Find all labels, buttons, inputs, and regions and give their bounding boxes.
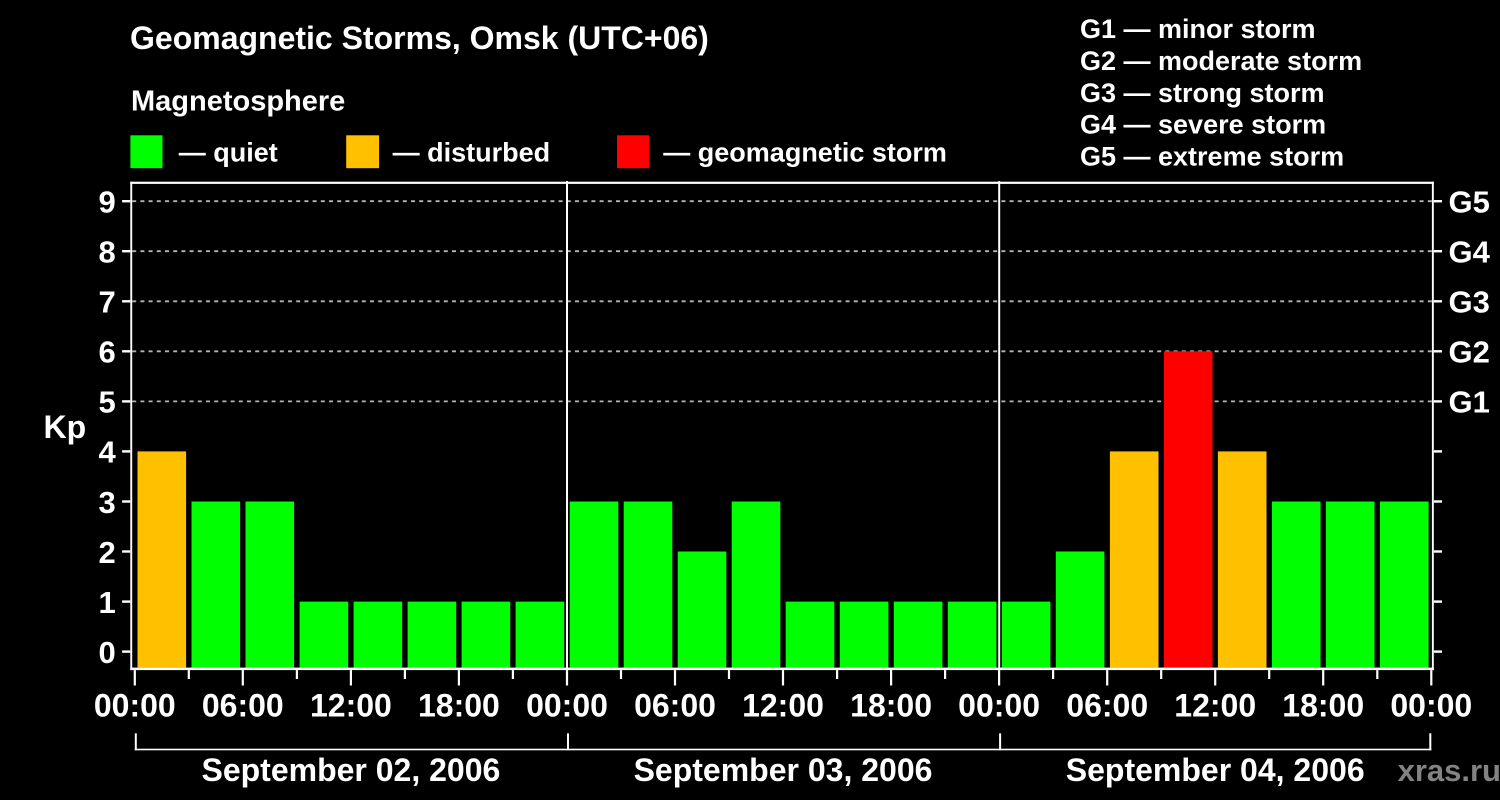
svg-text:— geomagnetic storm: — geomagnetic storm — [663, 137, 947, 167]
svg-text:G1: G1 — [1449, 385, 1490, 420]
svg-text:Kp: Kp — [44, 409, 87, 445]
svg-text:Magnetosphere: Magnetosphere — [131, 86, 345, 118]
svg-text:G5 — extreme storm: G5 — extreme storm — [1080, 142, 1344, 172]
svg-text:Geomagnetic Storms, Omsk (UTC+: Geomagnetic Storms, Omsk (UTC+06) — [130, 20, 709, 56]
svg-text:4: 4 — [99, 435, 117, 470]
svg-text:18:00: 18:00 — [850, 688, 932, 724]
svg-text:5: 5 — [99, 385, 116, 420]
svg-text:3: 3 — [99, 485, 116, 520]
svg-text:06:00: 06:00 — [634, 688, 716, 724]
svg-text:12:00: 12:00 — [742, 688, 824, 724]
svg-text:G5: G5 — [1449, 185, 1490, 220]
svg-text:2: 2 — [99, 535, 116, 570]
svg-text:xras.ru: xras.ru — [1398, 753, 1500, 788]
svg-text:06:00: 06:00 — [202, 688, 284, 724]
svg-text:06:00: 06:00 — [1066, 688, 1148, 724]
svg-text:G3: G3 — [1449, 285, 1490, 320]
svg-text:8: 8 — [99, 235, 116, 270]
svg-text:7: 7 — [99, 285, 116, 320]
svg-text:18:00: 18:00 — [1282, 688, 1364, 724]
svg-text:12:00: 12:00 — [1174, 688, 1256, 724]
svg-text:G2: G2 — [1449, 335, 1490, 370]
svg-text:1: 1 — [99, 585, 116, 620]
svg-text:G3 — strong storm: G3 — strong storm — [1080, 78, 1325, 108]
svg-text:00:00: 00:00 — [526, 688, 608, 724]
svg-text:September 04, 2006: September 04, 2006 — [1066, 752, 1365, 788]
svg-text:9: 9 — [99, 185, 116, 220]
svg-text:G4 — severe storm: G4 — severe storm — [1080, 110, 1326, 140]
svg-text:0: 0 — [99, 635, 116, 670]
svg-text:— disturbed: — disturbed — [393, 137, 551, 167]
svg-text:6: 6 — [99, 335, 116, 370]
svg-text:— quiet: — quiet — [179, 137, 278, 167]
svg-text:18:00: 18:00 — [418, 688, 500, 724]
svg-text:G4: G4 — [1449, 235, 1491, 270]
svg-text:00:00: 00:00 — [1390, 688, 1472, 724]
svg-text:00:00: 00:00 — [958, 688, 1040, 724]
svg-text:12:00: 12:00 — [310, 688, 392, 724]
svg-text:G1 — minor storm: G1 — minor storm — [1080, 14, 1316, 44]
svg-text:September 02, 2006: September 02, 2006 — [201, 752, 500, 788]
svg-text:G2 — moderate storm: G2 — moderate storm — [1080, 46, 1362, 76]
svg-text:September 03, 2006: September 03, 2006 — [634, 752, 933, 788]
svg-text:00:00: 00:00 — [94, 688, 176, 724]
